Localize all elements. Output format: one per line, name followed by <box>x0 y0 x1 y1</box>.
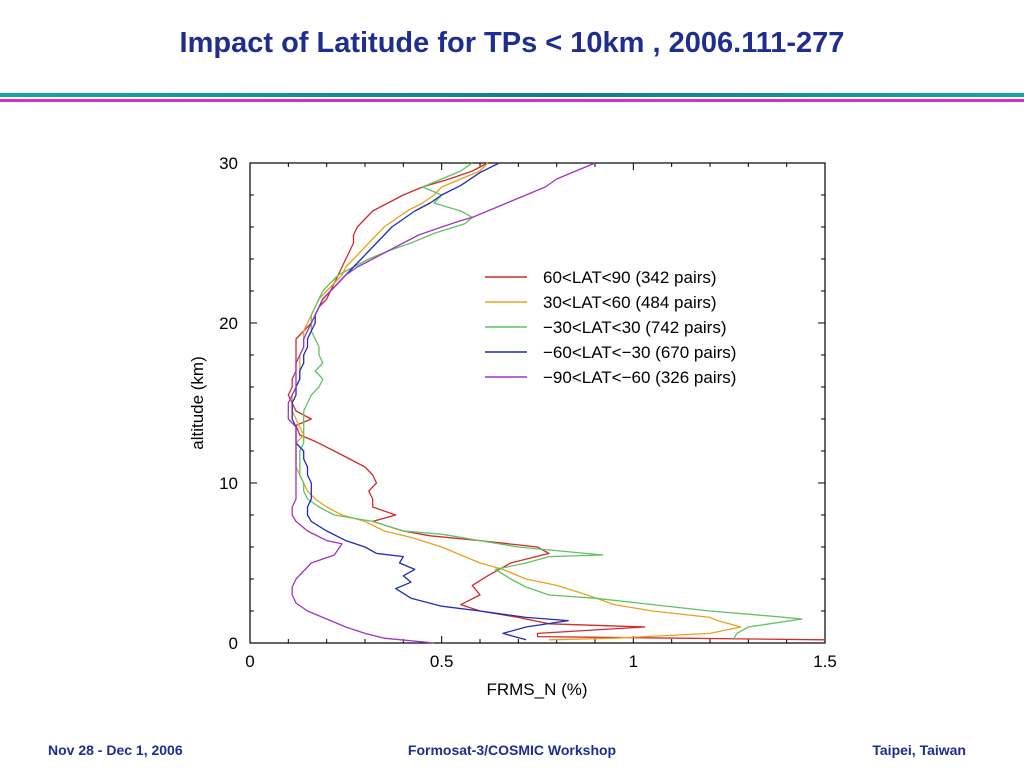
series-line-5 <box>287 162 596 644</box>
series-lines <box>287 162 826 644</box>
axis-ticks: 0 0.5 1 1.5 0 10 20 30 <box>219 154 837 671</box>
y-axis-label: altitude (km) <box>188 356 207 450</box>
series-line-1 <box>287 162 826 641</box>
plot-area-border <box>249 162 826 644</box>
y-tick-label: 0 <box>229 634 238 653</box>
series-line-3 <box>299 162 803 641</box>
series-line-4 <box>291 162 569 641</box>
plot-frame <box>249 162 826 644</box>
y-tick-label: 10 <box>219 474 238 493</box>
x-tick-label: 0 <box>245 652 254 671</box>
legend-label: −60<LAT<−30 (670 pairs) <box>543 343 736 362</box>
footer-event: Formosat-3/COSMIC Workshop <box>407 742 617 758</box>
y-tick-label: 20 <box>219 314 238 333</box>
legend-label: −30<LAT<30 (742 pairs) <box>543 318 727 337</box>
divider-shade <box>0 93 1024 97</box>
legend: 60<LAT<90 (342 pairs) 30<LAT<60 (484 pair… <box>485 268 736 387</box>
x-tick-label: 0.5 <box>430 652 454 671</box>
divider-magenta <box>0 99 1024 102</box>
footer-dates: Nov 28 - Dec 1, 2006 <box>48 742 183 758</box>
legend-label: 30<LAT<60 (484 pairs) <box>543 293 717 312</box>
x-tick-label: 1.5 <box>813 652 837 671</box>
footer-location: Taipei, Taiwan <box>872 742 966 758</box>
legend-label: −90<LAT<−60 (326 pairs) <box>543 368 736 387</box>
x-axis-label: FRMS_N (%) <box>486 680 587 699</box>
y-tick-label: 30 <box>219 154 238 173</box>
legend-label: 60<LAT<90 (342 pairs) <box>543 268 717 287</box>
x-tick-label: 1 <box>629 652 638 671</box>
series-line-2 <box>291 162 742 641</box>
slide-title: Impact of Latitude for TPs < 10km , 2006… <box>179 27 845 59</box>
